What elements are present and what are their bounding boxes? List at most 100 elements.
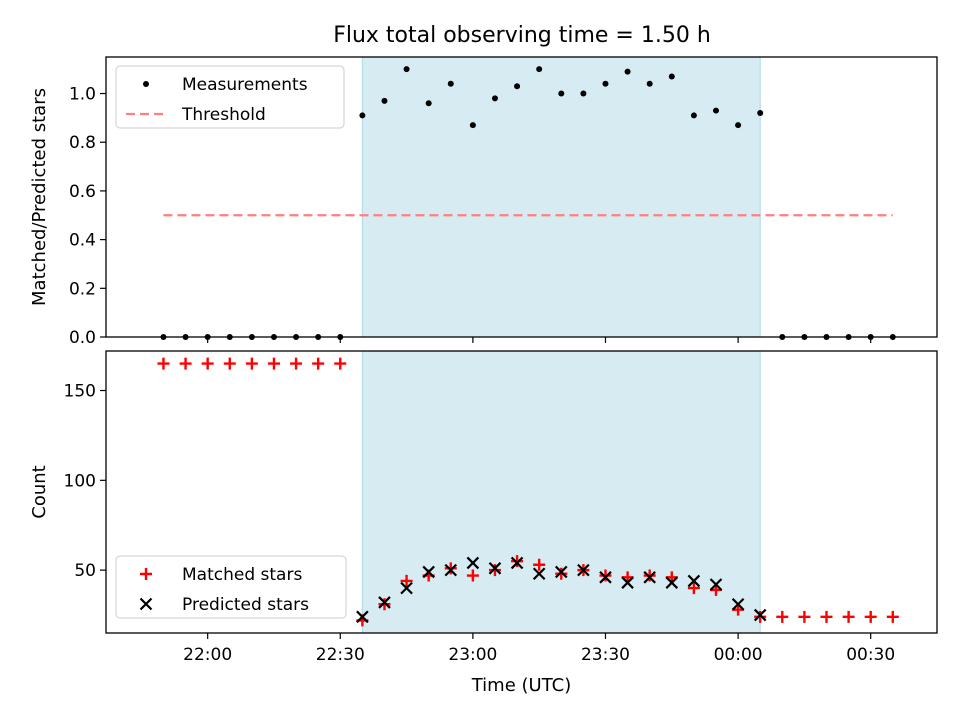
x-tick-label: 23:30 (581, 645, 630, 665)
predicted-star-point (444, 563, 458, 577)
predicted-star-point (687, 574, 701, 588)
matched-star-point (334, 357, 347, 370)
predicted-star-point (731, 597, 745, 611)
measurement-point (580, 90, 587, 97)
x-tick-label: 00:00 (714, 645, 763, 665)
matched-star-point (290, 357, 303, 370)
y-axis-label: Count (29, 465, 50, 518)
predicted-star-point (532, 567, 546, 581)
measurement-point (735, 122, 742, 129)
measurement-point (469, 122, 476, 129)
y-tick-label: 0.4 (69, 231, 96, 251)
x-axis-label: Time (UTC) (471, 675, 572, 696)
measurement-point (646, 80, 653, 87)
predicted-star-point (577, 563, 590, 577)
x-tick-label: 22:30 (316, 645, 365, 665)
predicted-star-point (665, 576, 679, 589)
matched-star-point (400, 574, 413, 587)
matched-star-point (157, 357, 170, 370)
predicted-star-point (709, 578, 723, 591)
top-panel: 0.0 0.2 0.4 0.6 0.8 1.0 Matched/Predicted star… (29, 56, 938, 348)
legend-marker (143, 81, 149, 87)
legend: Measurements Threshold (115, 65, 345, 129)
legend-box (115, 65, 345, 129)
measurement-point (757, 110, 764, 116)
y-tick-label: 0.2 (69, 279, 96, 299)
matched-star-point (754, 610, 767, 623)
matched-star-point (599, 569, 612, 582)
measurement-point (602, 80, 609, 87)
predicted-star-point (621, 576, 634, 589)
measurement-point (536, 66, 543, 73)
predicted-star-point (643, 571, 656, 584)
y-tick-label: 100 (64, 471, 96, 491)
plot-frame (105, 350, 938, 634)
predicted-star-point (422, 565, 435, 579)
matched-star-point (533, 558, 546, 571)
predicted-star-point (488, 562, 502, 575)
matched-star-point (776, 610, 789, 623)
matched-star-point (245, 357, 258, 370)
y-tick-label: 1.0 (69, 85, 96, 105)
measurement-point (690, 112, 697, 119)
matched-star-point (864, 610, 877, 623)
matched-star-point (378, 598, 391, 611)
measurement-point (514, 83, 521, 90)
matched-star-point (267, 357, 280, 370)
legend: Matched stars Predicted stars (115, 555, 347, 619)
measurement-point (558, 90, 565, 97)
predicted-star-point (510, 556, 524, 570)
legend-label: Matched stars (182, 565, 302, 585)
bottom-panel: 50 100 150 22:00 22:30 23:00 23:30 00:00 00:30 Co… (29, 350, 938, 696)
measurement-point (447, 80, 454, 87)
matched-star-point (488, 564, 501, 577)
plot-frame (105, 56, 938, 338)
legend-label: Measurements (182, 75, 308, 95)
measurement-point (712, 107, 719, 114)
matched-star-point (820, 610, 833, 623)
predicted-star-point (466, 556, 480, 570)
predicted-star-point (599, 571, 612, 584)
y-tick-label: 0.8 (69, 133, 96, 153)
observing-span (362, 351, 761, 633)
measurement-point (425, 100, 432, 107)
x-tick-label: 00:30 (846, 645, 895, 665)
matched-star-point (798, 610, 811, 623)
measurement-point (624, 68, 631, 75)
matched-star-point (511, 555, 524, 568)
measurement-point (381, 97, 388, 104)
legend-label: Predicted stars (182, 595, 309, 615)
matched-star-point (466, 569, 479, 582)
predicted-star-point (753, 608, 767, 622)
matched-star-point (886, 610, 899, 623)
predicted-star-point (555, 565, 568, 579)
measurement-point (668, 73, 675, 80)
predicted-star-point (356, 610, 369, 624)
x-tick-label: 22:00 (183, 645, 232, 665)
predicted-star-point (400, 581, 413, 595)
matched-star-point (444, 562, 457, 575)
measurement-point (403, 66, 410, 73)
measurement-point (359, 112, 366, 119)
y-tick-label: 50 (74, 561, 96, 581)
matched-star-point (842, 610, 855, 623)
matched-star-point (312, 357, 325, 370)
y-tick-label: 0.6 (69, 182, 96, 202)
figure-title: Flux total observing time = 1.50 h (333, 23, 711, 48)
x-tick-label: 23:00 (448, 645, 497, 665)
measurement-point (491, 95, 498, 102)
observing-span (362, 57, 761, 337)
matched-star-point (643, 569, 656, 582)
legend-marker (140, 568, 152, 580)
matched-star-point (687, 582, 700, 595)
predicted-star-point (378, 596, 391, 609)
matched-star-point (179, 357, 192, 370)
y-axis-label: Matched/Predicted stars (29, 88, 50, 306)
matched-star-point (201, 357, 214, 370)
y-tick-label: 0.0 (69, 328, 96, 348)
matched-star-point (555, 567, 568, 580)
legend-label: Threshold (181, 105, 266, 125)
matched-star-point (223, 357, 236, 370)
legend-box (115, 555, 347, 619)
